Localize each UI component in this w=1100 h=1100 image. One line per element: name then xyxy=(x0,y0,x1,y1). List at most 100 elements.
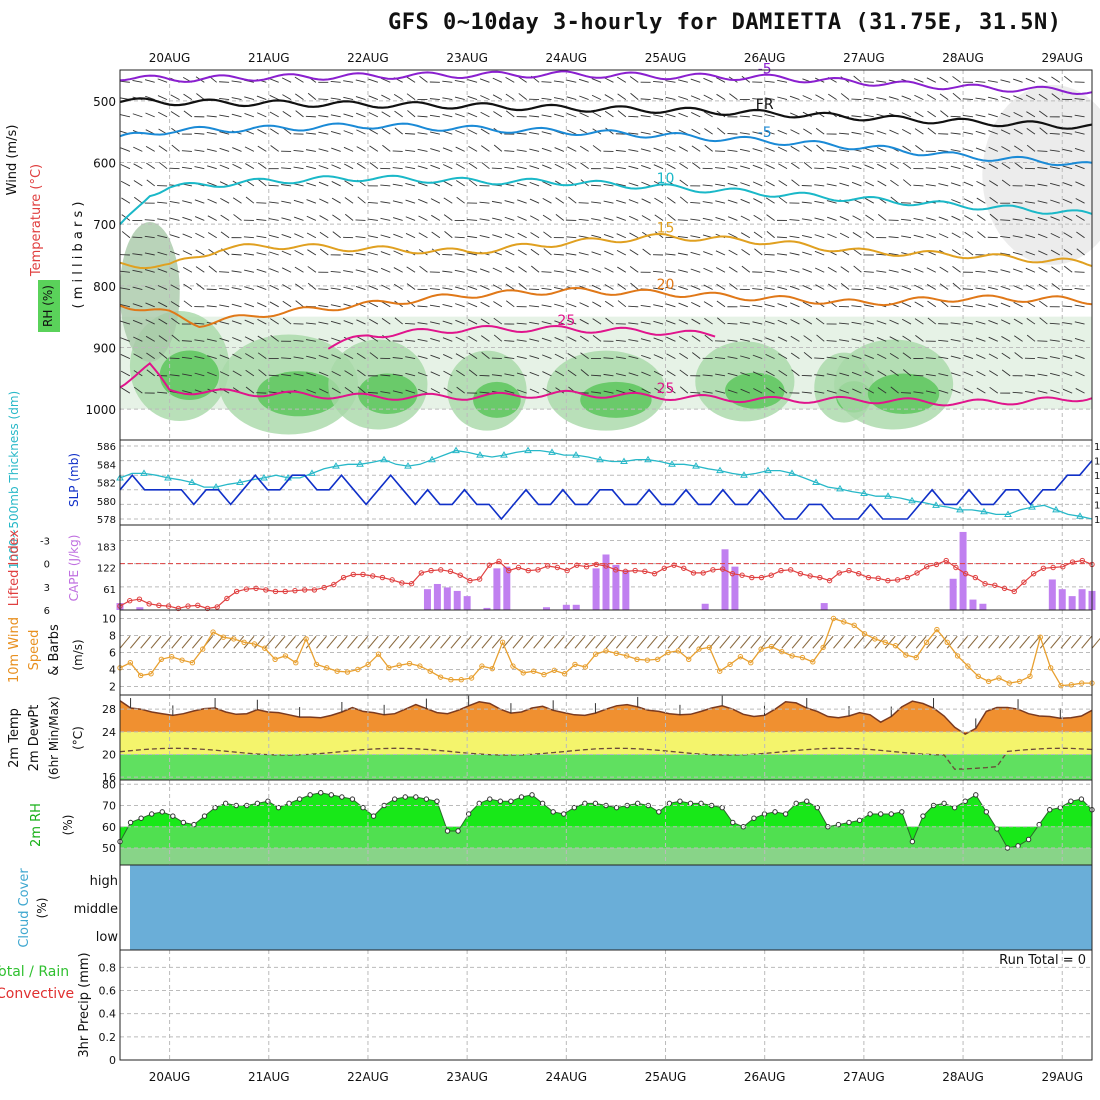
wind-barb xyxy=(1039,635,1051,649)
lifted-index-marker xyxy=(1021,579,1027,585)
wind-barb xyxy=(442,303,453,308)
rh-marker xyxy=(413,794,419,800)
wind-barb xyxy=(566,319,577,325)
wind-barb xyxy=(157,95,168,101)
wind-barb xyxy=(876,130,887,135)
wind-speed-marker xyxy=(706,644,713,651)
wind-barb xyxy=(332,214,341,221)
wind-barb xyxy=(393,283,403,290)
wind-barb xyxy=(219,371,230,377)
wind-speed-marker xyxy=(530,668,537,674)
wind-barb xyxy=(952,282,961,290)
wind-barb xyxy=(802,251,812,256)
wind-barb xyxy=(492,234,502,239)
wind-barb xyxy=(1014,352,1023,359)
wind-barb xyxy=(195,266,205,273)
lifted-index-marker xyxy=(982,581,988,587)
wind-barb xyxy=(976,197,986,204)
rh-marker xyxy=(951,804,958,811)
rh-marker xyxy=(656,809,662,815)
lifted-index-marker xyxy=(428,567,434,574)
wind-barb xyxy=(257,112,267,118)
wind-barb xyxy=(256,235,267,239)
wind-barb xyxy=(666,146,676,152)
wind-barb xyxy=(293,339,304,342)
wind-barb xyxy=(182,266,193,273)
wind-barb xyxy=(344,180,354,187)
thickness-tick-label: 584 xyxy=(97,460,116,471)
wind-barb xyxy=(1037,217,1048,221)
lifted-index-marker xyxy=(272,588,279,595)
wind-barb xyxy=(789,235,800,239)
lifted-index-marker xyxy=(632,567,638,574)
wind-barb xyxy=(640,98,651,101)
wind-barb xyxy=(504,150,515,152)
wind-barb xyxy=(331,387,341,394)
wind-barb xyxy=(814,167,825,170)
date-label-top: 21AUG xyxy=(248,51,290,65)
wind-barb xyxy=(915,145,924,152)
wind-barb xyxy=(429,288,440,290)
wind-barb xyxy=(542,214,552,221)
wind-barb xyxy=(219,321,230,325)
wind-barb xyxy=(133,146,143,152)
wind-barb xyxy=(913,78,924,83)
cloud-unit: (%) xyxy=(35,898,49,919)
wind-barb xyxy=(330,304,341,308)
rh-marker xyxy=(296,796,303,802)
wind-barb xyxy=(480,128,490,135)
wind-barb xyxy=(1075,181,1085,187)
wind-barb xyxy=(529,115,540,118)
wind-barb xyxy=(863,81,874,83)
wind-barb xyxy=(914,94,924,101)
wind-barb xyxy=(268,374,279,377)
wind-barb xyxy=(368,268,379,273)
rh-marker xyxy=(191,821,197,828)
rh-tick-label: 80 xyxy=(102,778,116,791)
wind-barb xyxy=(642,248,651,256)
wind-barb xyxy=(715,167,726,170)
lifted-index-marker xyxy=(331,581,337,588)
wind-barb xyxy=(690,201,701,204)
wind-speed-marker xyxy=(158,656,165,662)
wind-barb xyxy=(691,301,701,308)
wind-barb xyxy=(679,352,689,359)
wind-barb xyxy=(1075,198,1085,204)
wind-barb xyxy=(851,355,862,360)
wind-barb xyxy=(629,76,639,83)
rh-ylabel: RH (%) xyxy=(41,285,55,327)
cape-bar xyxy=(562,604,570,610)
wind-barb xyxy=(640,148,651,152)
wind-barb xyxy=(220,231,230,239)
lifted-index-marker xyxy=(593,561,599,568)
wind-barb xyxy=(1051,283,1061,290)
rh-marker xyxy=(973,792,979,798)
wind-barb xyxy=(144,252,155,256)
wind-barb xyxy=(405,389,416,394)
rh-marker xyxy=(782,811,789,817)
wind-barb xyxy=(801,218,812,221)
wind-barb xyxy=(615,149,626,152)
wind-barb xyxy=(628,372,639,377)
wind-barb xyxy=(232,337,242,342)
wind-barb xyxy=(975,97,986,101)
wind-barb xyxy=(778,196,788,204)
cloud-level-label: low xyxy=(96,930,119,945)
cape-ylabel: CAPE (J/kg) xyxy=(67,535,81,602)
wind-barb xyxy=(926,217,936,221)
wind-barb xyxy=(975,130,986,135)
wind-barb xyxy=(158,145,168,152)
wind-barb xyxy=(617,76,627,83)
wind-barb xyxy=(716,93,726,100)
rh-marker xyxy=(201,813,208,819)
wind-barb xyxy=(392,373,403,377)
wind-speed-marker xyxy=(169,654,175,660)
wind-barb xyxy=(331,197,341,204)
cape-bar xyxy=(503,566,511,610)
wind-barb xyxy=(467,319,478,325)
wind-barb xyxy=(442,130,453,135)
wind-barb xyxy=(1049,372,1060,377)
cloud-ylabel: Cloud Cover xyxy=(17,868,32,948)
wind-barb xyxy=(789,252,800,256)
